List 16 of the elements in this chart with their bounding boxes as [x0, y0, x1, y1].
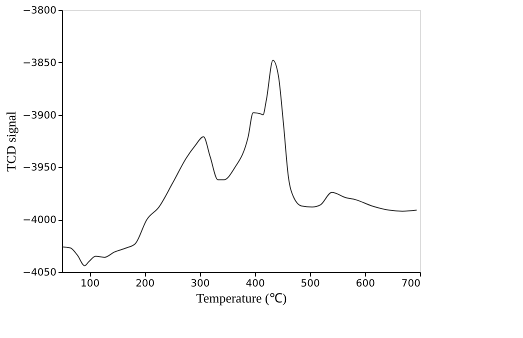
y-tick-label: −4000 — [22, 215, 56, 226]
x-tick-label: 300 — [190, 278, 210, 290]
x-tick-label: 600 — [356, 278, 375, 290]
y-tick-label: −3850 — [22, 58, 56, 69]
x-axis-title: Temperature (℃) — [196, 290, 287, 306]
y-tick-label: −3950 — [22, 162, 56, 174]
y-tick-label: −3800 — [22, 6, 56, 16]
x-tick-label: 200 — [136, 278, 155, 290]
x-tick-label: 400 — [246, 278, 265, 290]
x-tick-label: 100 — [80, 278, 100, 290]
y-axis-title: TCD signal — [4, 110, 19, 172]
x-tick-label: 500 — [300, 278, 320, 290]
line-series — [62, 60, 418, 266]
y-tick-label: −3900 — [22, 110, 56, 122]
y-tick-label: −4050 — [22, 268, 56, 278]
x-tick-label: 700 — [401, 278, 420, 290]
